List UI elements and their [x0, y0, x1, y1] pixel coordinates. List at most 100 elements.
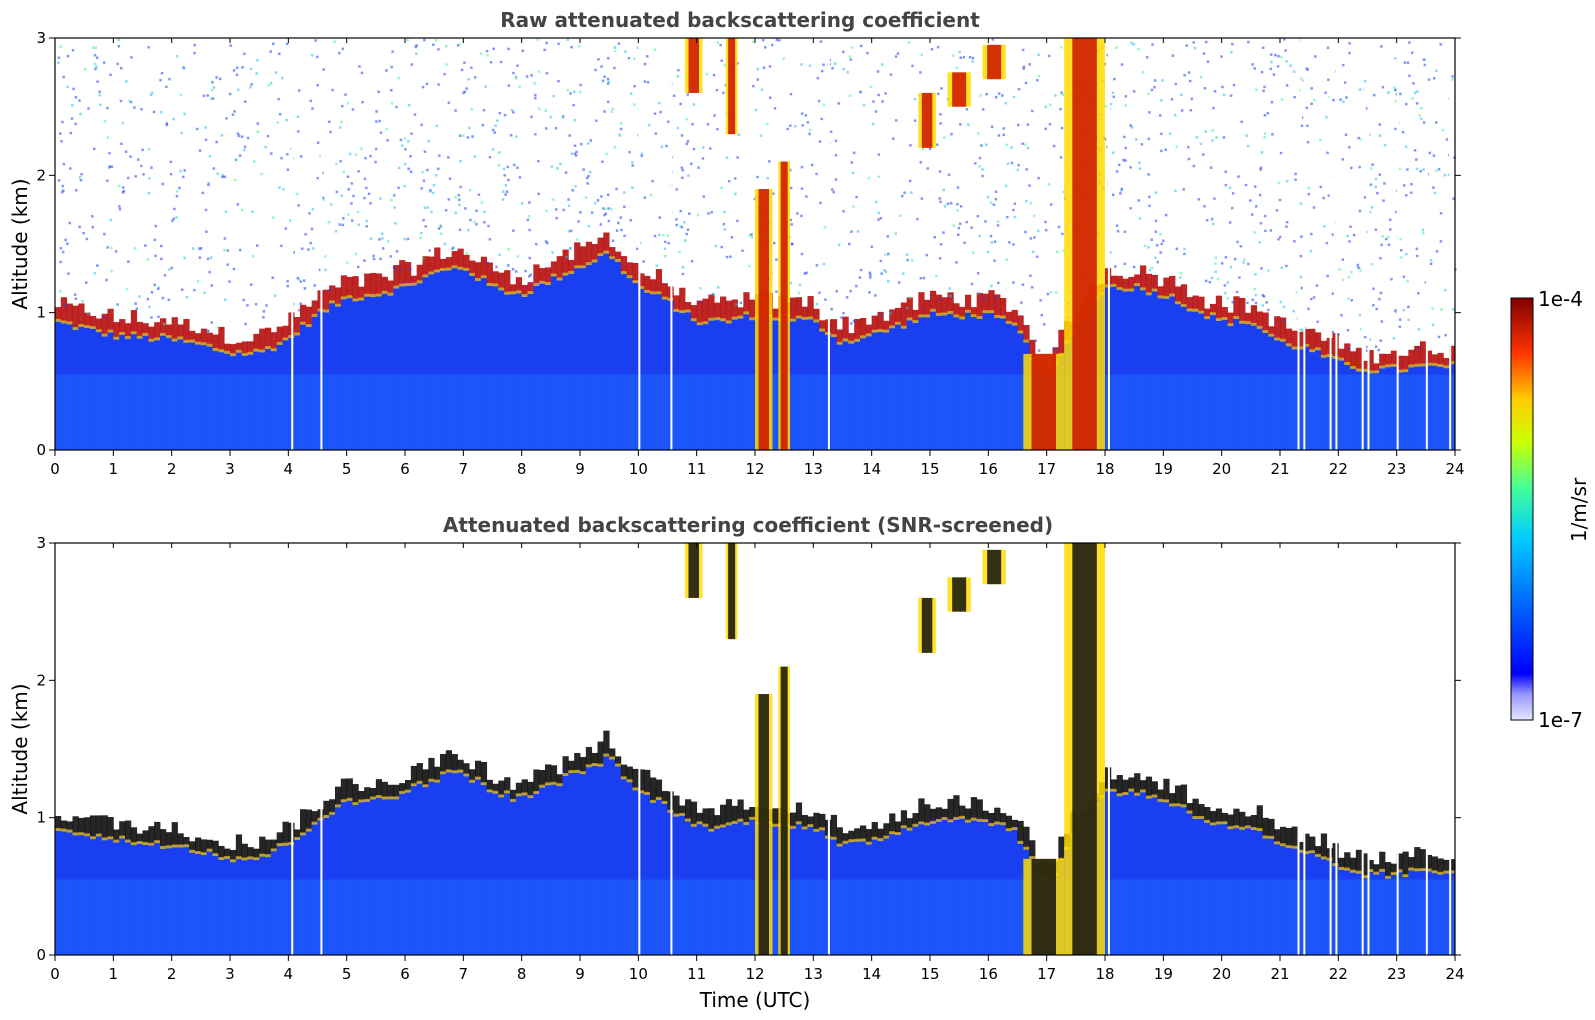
aerosol-column-low [1157, 374, 1164, 450]
aerosol-column [545, 782, 552, 955]
cloud-edge-cell [527, 291, 534, 295]
noise-pixel [798, 283, 802, 287]
aerosol-column-low [294, 374, 301, 450]
noise-pixel [858, 276, 862, 279]
noise-pixel [1124, 104, 1127, 107]
aerosol-column-low [515, 374, 523, 450]
cloud-edge-cell [375, 795, 383, 799]
cloud-edge-cell [854, 338, 861, 342]
noise-pixel [1394, 100, 1398, 103]
noise-pixel [1171, 54, 1175, 57]
noise-pixel [1137, 48, 1140, 51]
cloud-edge-cell [416, 280, 423, 284]
aerosol-column-low [1414, 374, 1421, 450]
noise-pixel [397, 76, 401, 80]
noise-pixel [1164, 148, 1168, 152]
noise-pixel [1210, 276, 1214, 280]
noise-pixel [1221, 85, 1224, 89]
noise-pixel [1159, 251, 1162, 254]
noise-pixel [879, 313, 882, 316]
noise-pixel [1021, 283, 1025, 286]
aerosol-column [440, 771, 447, 955]
noise-pixel [797, 291, 801, 295]
noise-pixel [1158, 114, 1162, 117]
cloud-edge-cell [539, 280, 546, 284]
cloud-edge-cell [492, 790, 499, 794]
noise-pixel [134, 302, 137, 305]
noise-pixel [527, 215, 531, 218]
cloud-edge-cell [550, 273, 558, 277]
noise-pixel [114, 250, 118, 253]
noise-pixel [1192, 164, 1196, 168]
noise-pixel [218, 77, 222, 81]
noise-pixel [831, 67, 834, 70]
aerosol-column-low [504, 374, 511, 450]
noise-pixel [977, 132, 980, 135]
aerosol-column-low [895, 374, 902, 450]
x-tick-label: 10 [629, 460, 648, 478]
noise-pixel [1389, 228, 1392, 231]
aerosol-column-low [1437, 879, 1444, 955]
noise-pixel [1060, 126, 1064, 130]
cloud-edge-cell [1000, 822, 1007, 826]
noise-pixel [351, 108, 355, 111]
noise-pixel [815, 302, 819, 306]
aerosol-column-low [661, 879, 668, 955]
noise-pixel [997, 92, 1001, 95]
aerosol-column [603, 250, 610, 450]
aerosol-column [463, 267, 470, 450]
cloud-top-cell [311, 300, 318, 315]
aerosol-column-low [1245, 879, 1252, 955]
aerosol-column-low [702, 374, 709, 450]
noise-pixel [475, 222, 478, 226]
cloud-edge-cell [1227, 323, 1234, 327]
noise-pixel [1374, 345, 1378, 348]
cloud-core [688, 543, 699, 598]
noise-pixel [398, 166, 401, 170]
noise-pixel [422, 218, 425, 222]
noise-pixel [1215, 136, 1218, 139]
y-tick-label: 3 [36, 534, 46, 552]
noise-pixel [1140, 143, 1144, 146]
noise-pixel [1452, 308, 1455, 311]
noise-pixel [1407, 305, 1410, 309]
aerosol-column-low [900, 879, 908, 955]
aerosol-column-low [988, 374, 995, 450]
noise-pixel [507, 47, 510, 51]
aerosol-column-low [813, 879, 820, 955]
aerosol-column-low [60, 374, 68, 450]
aerosol-column-low [743, 879, 750, 955]
noise-pixel [1147, 137, 1151, 141]
noise-pixel [1119, 192, 1122, 195]
noise-pixel [262, 310, 266, 313]
cloud-edge-cell [737, 818, 744, 822]
noise-pixel [1130, 41, 1133, 45]
noise-pixel [425, 82, 429, 86]
cloud-top-cell [410, 275, 418, 284]
noise-pixel [238, 154, 242, 157]
cloud-edge-cell [125, 839, 132, 843]
noise-pixel [201, 191, 205, 195]
x-tick-label: 9 [575, 965, 585, 983]
noise-pixel [1002, 133, 1005, 137]
noise-pixel [1345, 96, 1348, 99]
cloud-top-cell [504, 777, 511, 792]
cloud-top-cell [568, 260, 575, 272]
noise-pixel [121, 121, 124, 125]
noise-pixel [242, 298, 245, 302]
noise-pixel [403, 184, 406, 188]
noise-pixel [249, 67, 253, 71]
aerosol-column-low [1169, 374, 1176, 450]
cloud-edge-cell [906, 827, 913, 831]
cloud-edge-cell [1414, 868, 1421, 872]
cloud-edge-cell [212, 347, 219, 351]
noise-pixel [278, 186, 281, 189]
noise-pixel [1341, 258, 1345, 261]
aerosol-column [451, 265, 458, 450]
cloud-top-cell [1303, 328, 1310, 345]
aerosol-column-low [1186, 374, 1193, 450]
data-gap [1303, 543, 1306, 955]
cloud-core [688, 38, 699, 93]
noise-pixel [1279, 300, 1283, 304]
aerosol-column-low [871, 374, 878, 450]
